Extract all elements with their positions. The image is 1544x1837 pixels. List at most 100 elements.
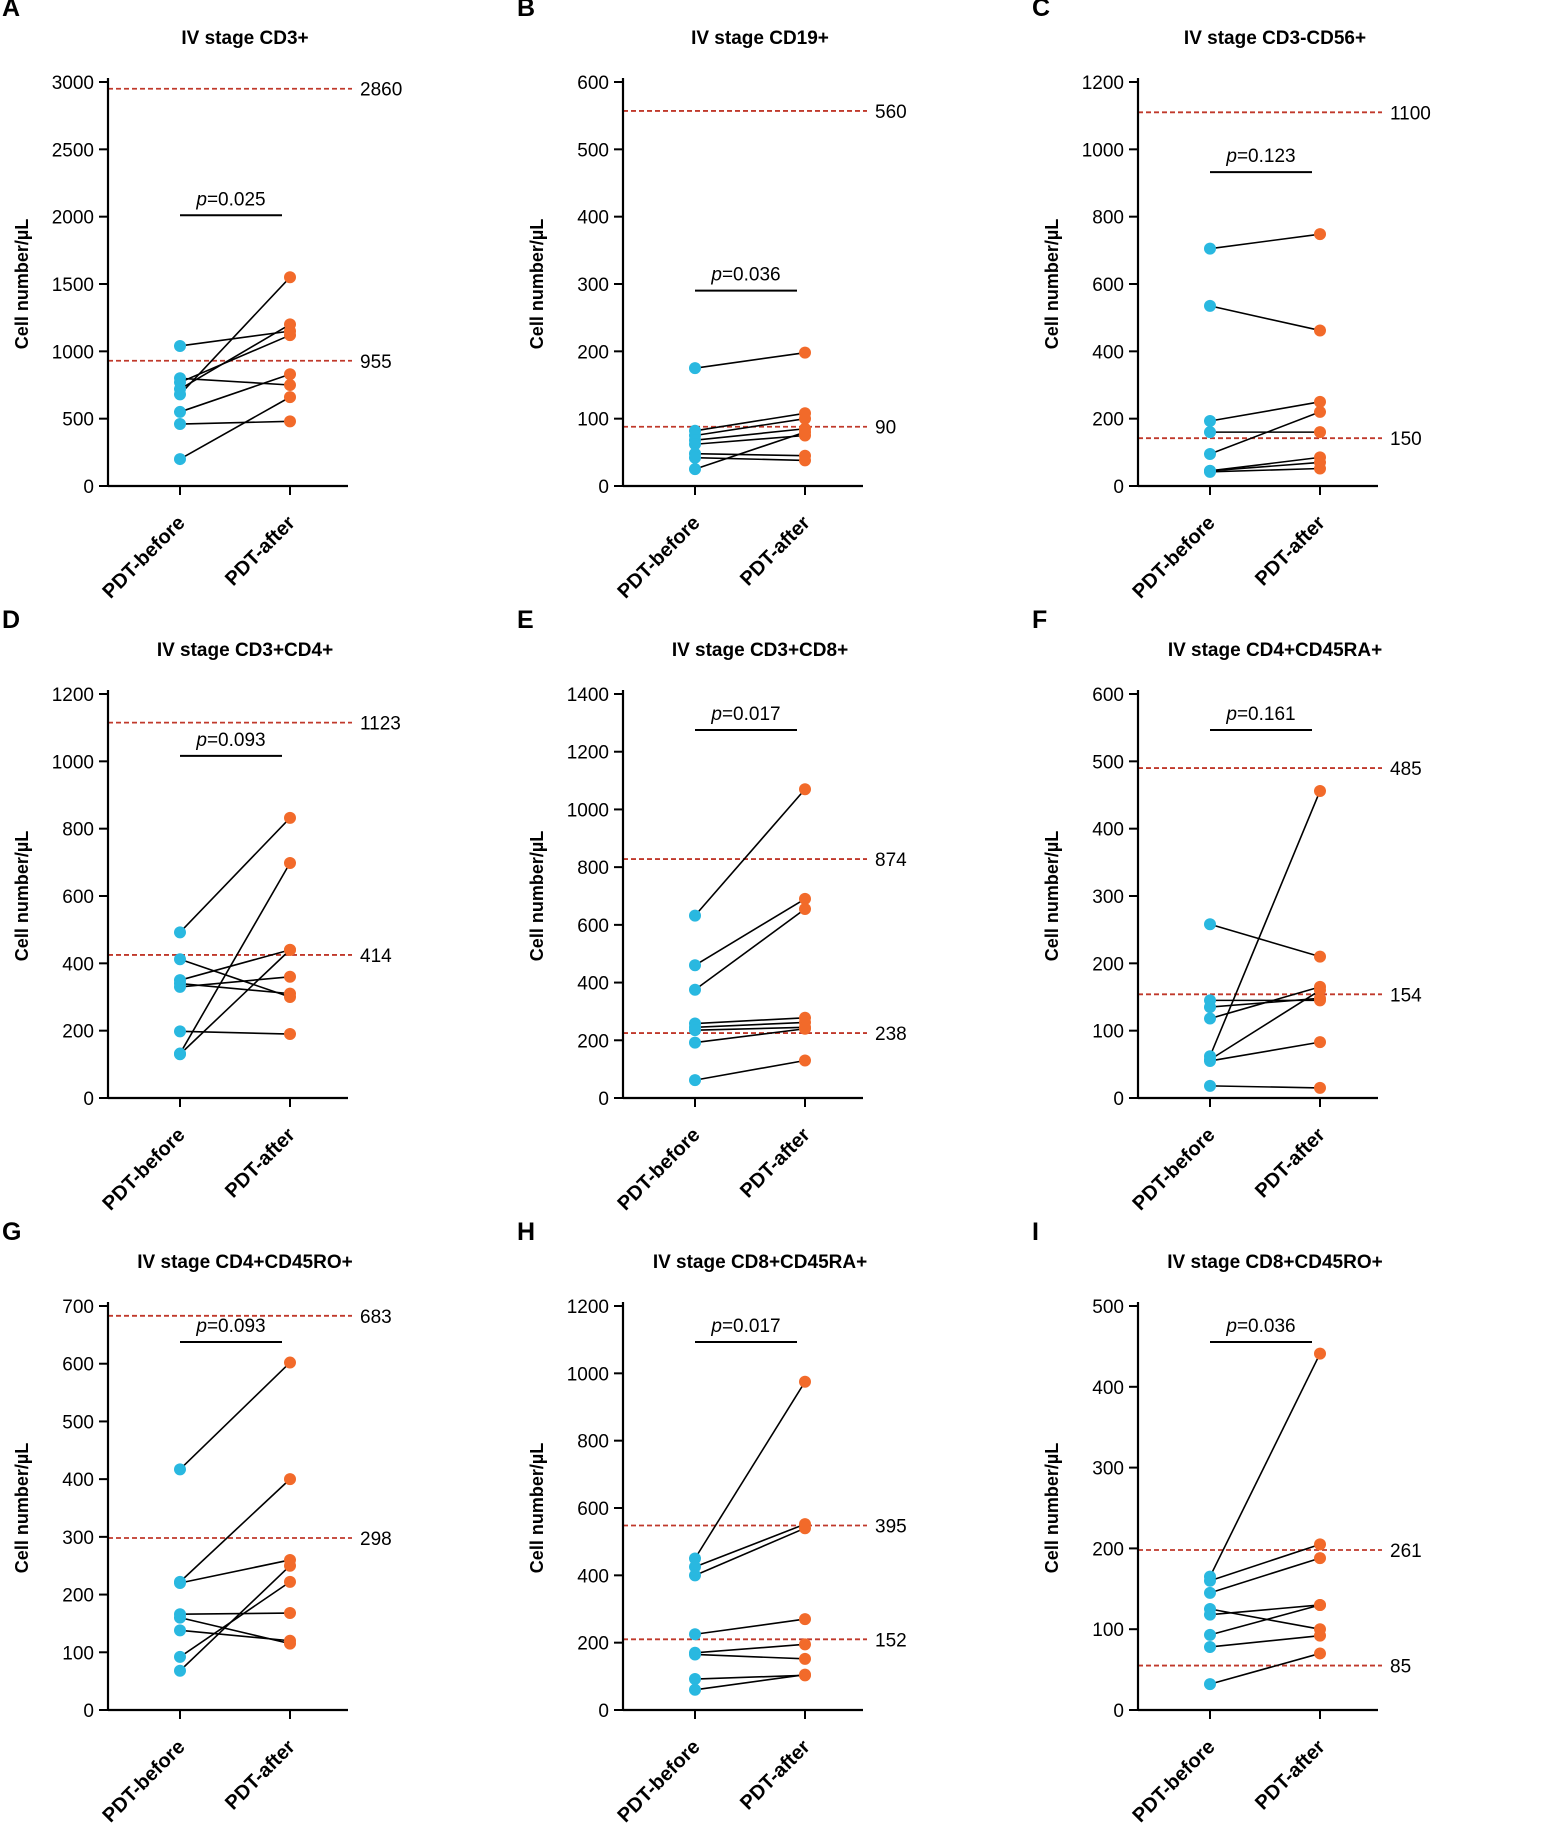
y-tick-label: 200: [577, 342, 609, 363]
p-value: =0.017: [722, 1316, 781, 1337]
panel-f: F IV stage CD4+CD45RA+ Cell number/µL 485 1…: [1030, 606, 1540, 1222]
y-tick-label: 1000: [567, 1364, 609, 1385]
after-point: [1314, 984, 1326, 997]
before-point: [174, 1048, 186, 1061]
chart-title: IV stage CD4+CD45RO+: [137, 1252, 352, 1273]
paired-line: [179, 330, 291, 347]
after-point: [799, 1652, 811, 1665]
after-point: [284, 1028, 296, 1041]
chart-h-plot: IV stage CD8+CD45RA+ Cell number/µL 395 152…: [527, 1252, 907, 1827]
after-point: [1314, 1629, 1326, 1642]
after-point: [799, 412, 811, 425]
paired-line: [694, 412, 806, 432]
paired-line: [694, 788, 806, 917]
before-point: [174, 1463, 186, 1476]
paired-line: [179, 323, 291, 390]
category-label: PDT-after: [736, 512, 815, 591]
y-tick-label: 800: [1092, 208, 1124, 229]
reference-label: 955: [360, 352, 392, 373]
after-point: [284, 391, 296, 404]
reference-label: 298: [360, 1529, 392, 1550]
after-point: [284, 1356, 296, 1369]
after-point: [799, 454, 811, 467]
chart-f-plot: IV stage CD4+CD45RA+ Cell number/µL 485 154…: [1042, 640, 1422, 1215]
after-point: [799, 346, 811, 359]
reference-label: 2860: [360, 80, 402, 101]
y-tick-label: 1400: [567, 685, 609, 706]
category-label: PDT-after: [1251, 1124, 1330, 1203]
y-tick-label: 500: [577, 140, 609, 161]
y-tick-label: 700: [62, 1297, 94, 1318]
paired-line: [179, 1559, 291, 1584]
category-label: PDT-before: [1129, 512, 1220, 603]
before-point: [1204, 299, 1216, 312]
category-label: PDT-after: [221, 512, 300, 591]
y-tick-label: 800: [62, 820, 94, 841]
after-point: [1314, 1538, 1326, 1551]
before-point: [689, 1074, 701, 1087]
paired-line: [694, 1016, 806, 1025]
paired-line: [694, 427, 806, 442]
p-value-label: p=0.036: [1225, 1316, 1295, 1337]
category-label: PDT-after: [221, 1736, 300, 1815]
paired-line: [694, 456, 806, 462]
p-value-label: p=0.161: [1225, 704, 1295, 725]
y-tick-label: 3000: [52, 73, 94, 94]
y-tick-label: 1000: [1082, 140, 1124, 161]
y-tick-label: 0: [1113, 477, 1124, 498]
after-point: [799, 1522, 811, 1535]
paired-line: [694, 1026, 806, 1031]
after-point: [1314, 950, 1326, 963]
paired-line: [179, 276, 291, 395]
paired-line: [694, 1527, 806, 1577]
after-point: [799, 1613, 811, 1626]
paired-line: [1209, 1634, 1321, 1648]
y-tick-label: 0: [1113, 1701, 1124, 1722]
chart-title: IV stage CD3+: [181, 28, 308, 49]
before-point: [689, 1024, 701, 1037]
before-point: [689, 1552, 701, 1565]
y-tick-label: 500: [1092, 1297, 1124, 1318]
y-tick-label: 200: [62, 1022, 94, 1043]
after-point: [284, 379, 296, 391]
before-point: [689, 1673, 701, 1686]
paired-line: [1209, 1085, 1321, 1089]
paired-line: [694, 908, 806, 991]
paired-line: [1209, 790, 1321, 1057]
chart-i-plot: IV stage CD8+CD45RO+ Cell number/µL 261 85 0…: [1042, 1252, 1422, 1827]
before-point: [689, 362, 701, 375]
category-label: PDT-before: [1129, 1736, 1220, 1827]
before-point: [1204, 1001, 1216, 1014]
before-point: [174, 1025, 186, 1038]
paired-line: [694, 1674, 806, 1680]
paired-line: [694, 1618, 806, 1636]
before-point: [1204, 448, 1216, 461]
category-label: PDT-after: [736, 1124, 815, 1203]
after-point: [799, 1054, 811, 1067]
y-tick-label: 1000: [52, 342, 94, 363]
reference-label: 1100: [1390, 103, 1431, 124]
after-point: [284, 1634, 296, 1647]
y-tick-label: 600: [577, 1499, 609, 1520]
chart-title: IV stage CD3+CD8+: [672, 640, 848, 661]
y-axis-label: Cell number/µL: [1042, 831, 1062, 961]
y-tick-label: 800: [577, 858, 609, 879]
y-tick-label: 0: [598, 1089, 609, 1110]
before-point: [689, 1569, 701, 1582]
y-tick-label: 800: [577, 1432, 609, 1453]
after-point: [799, 892, 811, 905]
before-point: [1204, 1012, 1216, 1025]
paired-line: [694, 1653, 806, 1660]
y-tick-label: 1500: [52, 275, 94, 296]
y-axis-label: Cell number/µL: [527, 1443, 547, 1573]
y-tick-label: 200: [1092, 410, 1124, 431]
before-point: [174, 1664, 186, 1677]
chart-d-plot: IV stage CD3+CD4+ Cell number/µL 1123 414 0 2…: [12, 640, 401, 1215]
y-tick-label: 300: [1092, 887, 1124, 908]
before-point: [689, 1628, 701, 1641]
y-tick-label: 300: [1092, 1459, 1124, 1480]
after-point: [284, 271, 296, 284]
paired-line: [1209, 1041, 1321, 1062]
y-axis-label: Cell number/µL: [527, 219, 547, 349]
after-point: [284, 368, 296, 381]
